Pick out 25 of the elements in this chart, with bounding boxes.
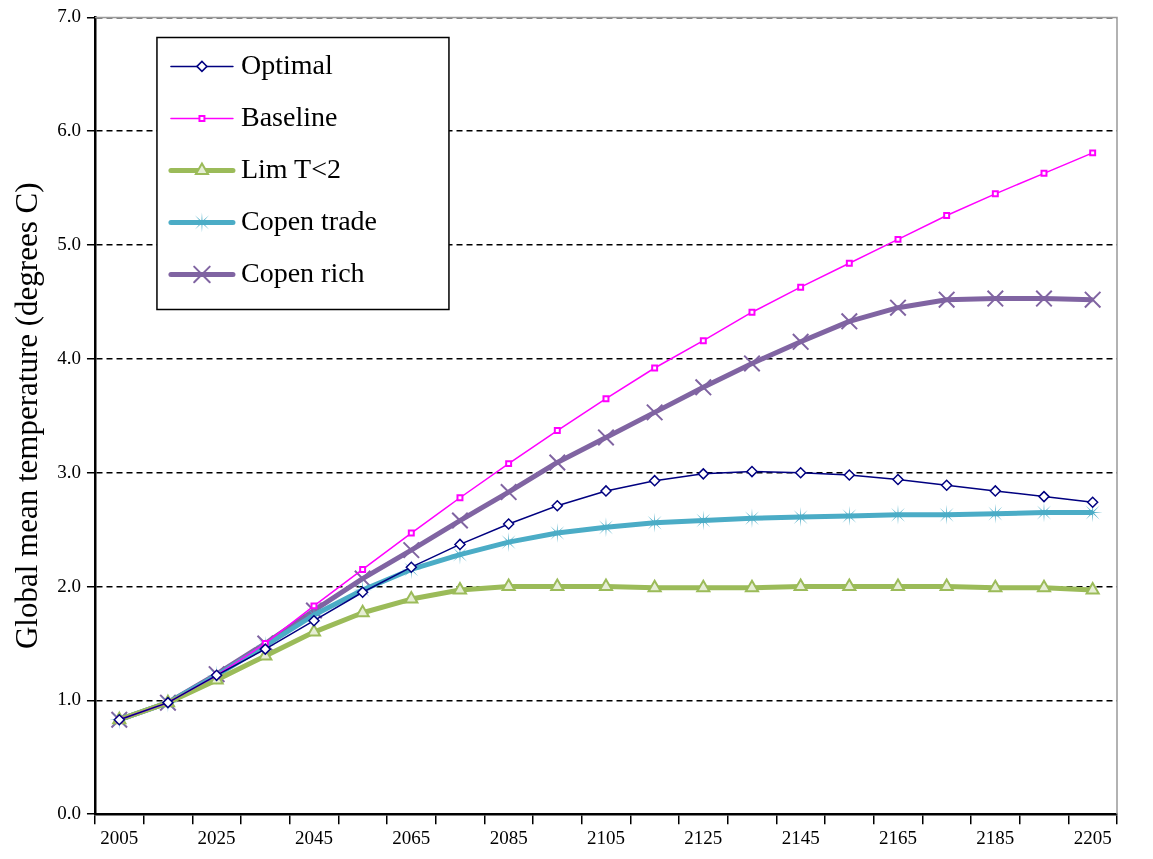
y-tick-label: 0.0: [57, 802, 81, 824]
y-axis-title: Global mean temperature (degrees C): [8, 182, 44, 650]
legend-label: Copen rich: [240, 256, 365, 288]
x-tick-label: 2085: [489, 826, 528, 848]
y-tick-label: 2.0: [57, 574, 81, 596]
x-tick-label: 2045: [294, 826, 333, 848]
x-tick-label: 2005: [100, 826, 139, 848]
y-tick-label: 6.0: [57, 119, 81, 141]
y-tick-label: 5.0: [57, 233, 81, 255]
legend-label: Lim T<2: [240, 152, 342, 184]
x-tick-label: 2185: [976, 826, 1015, 848]
y-tick-label: 3.0: [57, 460, 81, 482]
legend-label: Optimal: [240, 48, 333, 80]
y-tick-label: 4.0: [57, 346, 81, 368]
y-tick-label: 7.0: [57, 5, 81, 27]
y-tick-label: 1.0: [57, 688, 81, 710]
x-tick-label: 2105: [586, 826, 625, 848]
legend-label: Baseline: [240, 100, 338, 132]
x-tick-label: 2025: [197, 826, 236, 848]
x-tick-label: 2125: [684, 826, 723, 848]
legend-label: Copen trade: [240, 204, 378, 236]
x-tick-label: 2205: [1073, 826, 1112, 848]
x-tick-label: 2065: [392, 826, 431, 848]
x-tick-label: 2145: [781, 826, 820, 848]
x-tick-label: 2165: [878, 826, 917, 848]
